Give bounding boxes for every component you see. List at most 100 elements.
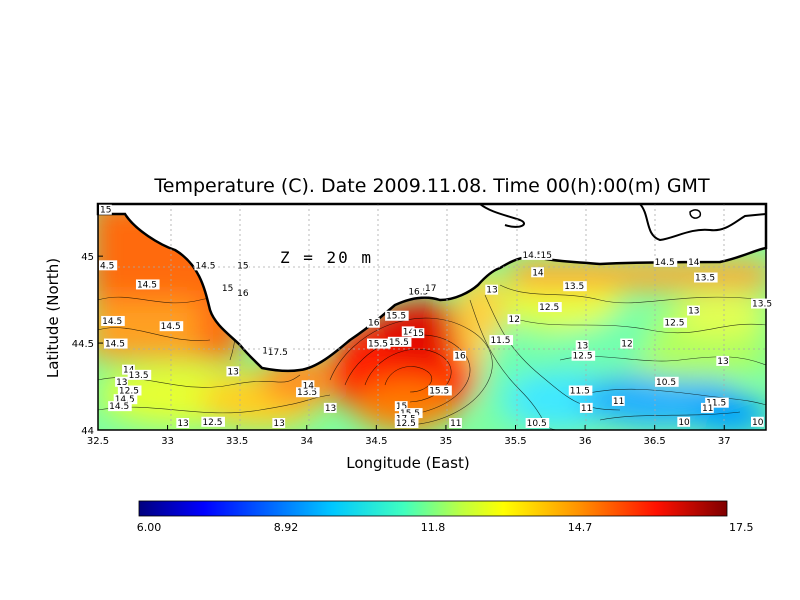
contour-label: 4.5 — [99, 260, 118, 271]
contour-label-text: 13.5 — [297, 388, 317, 398]
contour-label-box — [159, 321, 184, 332]
contour-label: 13 — [272, 418, 286, 429]
contour-label-text: 15.5 — [368, 340, 388, 350]
contour-label-box — [407, 286, 431, 297]
contour-label-box — [677, 416, 691, 427]
contour-label: 11 — [700, 402, 714, 414]
depth-label: Z = 20 m — [280, 248, 373, 267]
contour-label-text: 11 — [613, 397, 624, 407]
contour-label: 10 — [677, 416, 691, 428]
colorbar — [138, 500, 728, 517]
contour-label: 13.5 — [563, 281, 587, 292]
contour-label-text: 10.5 — [527, 419, 547, 429]
contour-label-box — [113, 394, 138, 405]
contour-label: 13.5 — [296, 387, 320, 398]
contour-label: 10 — [751, 416, 764, 428]
x-tick-label: 36 — [579, 436, 592, 447]
contour-label: 12.5 — [663, 317, 688, 329]
contour-label-box — [201, 416, 225, 427]
contour-label: 13 — [226, 366, 240, 377]
contour-label-box — [663, 317, 688, 328]
contour-label-text: 15 — [413, 329, 424, 339]
contour-label-text: 13 — [577, 341, 588, 351]
contour-label-box — [611, 395, 625, 406]
contour-label-text: 13.5 — [129, 371, 149, 381]
contour-label: 15.5 — [387, 336, 412, 348]
colorbar-labels: 6.00 8.92 11.8 14.7 17.5 — [137, 521, 754, 534]
contour-label-box — [620, 338, 634, 349]
contour-label-text: 17 — [425, 284, 436, 294]
contour-label-text: 13 — [227, 367, 238, 377]
contour-label: 12.5 — [117, 385, 142, 396]
x-tick-label: 33 — [161, 436, 174, 447]
x-tick-label: 33.5 — [226, 436, 248, 447]
contour-label: 14.5 — [521, 249, 546, 261]
contour-label: 12.5 — [538, 302, 562, 313]
contour-label: 11.5 — [705, 397, 729, 409]
contour-label: 15 — [411, 328, 425, 339]
contour-label-text: 14.5 — [115, 395, 135, 405]
plot-frame — [97, 203, 767, 431]
contour-label-text: 15 — [100, 206, 111, 216]
contour-label-text: 11 — [450, 419, 461, 429]
contour-label-box — [99, 204, 112, 215]
contour-label-box — [236, 288, 249, 299]
x-tick-label: 34 — [300, 436, 313, 447]
contour-label-text: 17.5 — [268, 348, 288, 358]
contour-label-box — [122, 364, 135, 375]
contour-label-box — [449, 418, 462, 428]
y-tick-label: 44.5 — [72, 339, 94, 350]
contour-label: 13 — [716, 355, 730, 367]
x-tick-label: 32.5 — [87, 436, 109, 447]
colorbar-tick-label: 11.8 — [421, 521, 446, 534]
contour-label: 13 — [176, 418, 190, 429]
x-axis-label: Longitude (East) — [346, 454, 469, 472]
contour-label: 13 — [575, 340, 589, 351]
contour-label-text: 13.5 — [564, 282, 584, 292]
y-axis-label: Latitude (North) — [44, 258, 62, 378]
contour-label-box — [266, 347, 291, 358]
contour-label: 15.5 — [366, 338, 391, 350]
x-tick-label: 36.5 — [644, 436, 666, 447]
contour-label-box — [531, 267, 544, 278]
contour-label-box — [700, 402, 714, 413]
contour-label-box — [751, 416, 764, 427]
contour-label-text: 13 — [688, 307, 699, 317]
contour-label-text: 10.5 — [656, 378, 676, 388]
contour-label-text: 12.5 — [573, 352, 593, 362]
contour-label-box — [272, 418, 286, 428]
contour-label: 12.5 — [394, 418, 419, 429]
x-tick-label: 35.5 — [504, 436, 526, 447]
contour-label: 11.5 — [568, 385, 593, 396]
contour-label-box — [101, 315, 125, 326]
contour-label-text: 16 — [237, 289, 249, 299]
contour-label-text: 13.5 — [695, 273, 715, 283]
contour-label: 14 — [301, 380, 315, 391]
contour-label-box — [485, 284, 499, 295]
contour-label-text: 16 — [454, 352, 466, 362]
contour-label-text: 15.5 — [429, 386, 449, 396]
contour-label-text: 14.5 — [161, 322, 181, 332]
contour-label-box — [135, 279, 160, 290]
x-tick-label: 34.5 — [365, 436, 387, 447]
contour-label: 15 — [394, 401, 408, 412]
contour-label-box — [568, 385, 593, 396]
contour-label-text: 13 — [116, 378, 127, 388]
contour-label-text: 4.5 — [100, 261, 114, 271]
contour-label-box — [453, 350, 467, 361]
contour-label: 15.5 — [385, 310, 409, 322]
contour-label-text: 16.5 — [408, 287, 428, 297]
contour-label-box — [489, 335, 514, 346]
contour-label-box — [563, 281, 587, 292]
contour-label-text: 12 — [509, 315, 520, 325]
contour-label-text: 12.5 — [396, 419, 416, 429]
contour-label-box — [176, 418, 190, 428]
contour-label: 11 — [579, 402, 593, 414]
contour-label-box — [115, 376, 128, 387]
contour-label: 17.5 — [266, 347, 291, 358]
contour-label: 11.5 — [489, 335, 514, 346]
contour-label-text: 15 — [222, 284, 233, 294]
contour-label-box — [108, 401, 132, 412]
contour-label-text: 14 — [688, 258, 700, 268]
